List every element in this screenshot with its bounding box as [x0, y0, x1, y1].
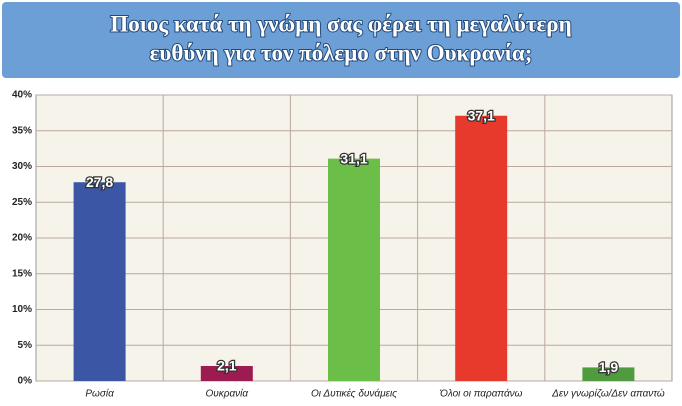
bar	[200, 365, 253, 381]
x-tick-label: Όλοι οι παραπάνω	[439, 388, 523, 400]
y-tick-label: 5%	[18, 340, 33, 351]
y-tick-label: 15%	[12, 268, 32, 279]
y-tick-label: 20%	[12, 233, 32, 244]
value-label: 1,9	[599, 359, 619, 375]
title-banner	[2, 2, 680, 78]
bar	[73, 182, 126, 381]
chart-title: Ποιος κατά τη γνώμη σας φέρει τη μεγαλύτ…	[110, 11, 571, 36]
x-tick-label: Δεν γνωρίζω/Δεν απαντώ	[551, 388, 665, 400]
x-tick-label: Οι Δυτικές δυνάμεις	[311, 388, 397, 400]
y-tick-label: 40%	[12, 90, 32, 101]
bar	[582, 367, 635, 381]
y-tick-label: 35%	[12, 125, 32, 136]
y-tick-label: 30%	[12, 161, 32, 172]
value-label: 31,1	[340, 150, 367, 166]
x-tick-label: Ουκρανία	[205, 388, 248, 400]
bar	[328, 158, 380, 381]
value-label: 27,8	[86, 174, 113, 190]
y-tick-label: 10%	[12, 304, 32, 315]
y-tick-label: 25%	[12, 197, 32, 208]
value-label: 2,1	[217, 358, 237, 374]
y-tick-label: 0%	[18, 376, 33, 387]
chart-title: ευθύνη για τον πόλεμο στην Ουκρανία;	[150, 40, 533, 65]
value-label: 37,1	[468, 107, 495, 123]
bar	[455, 115, 508, 382]
x-tick-label: Ρωσία	[85, 388, 114, 400]
